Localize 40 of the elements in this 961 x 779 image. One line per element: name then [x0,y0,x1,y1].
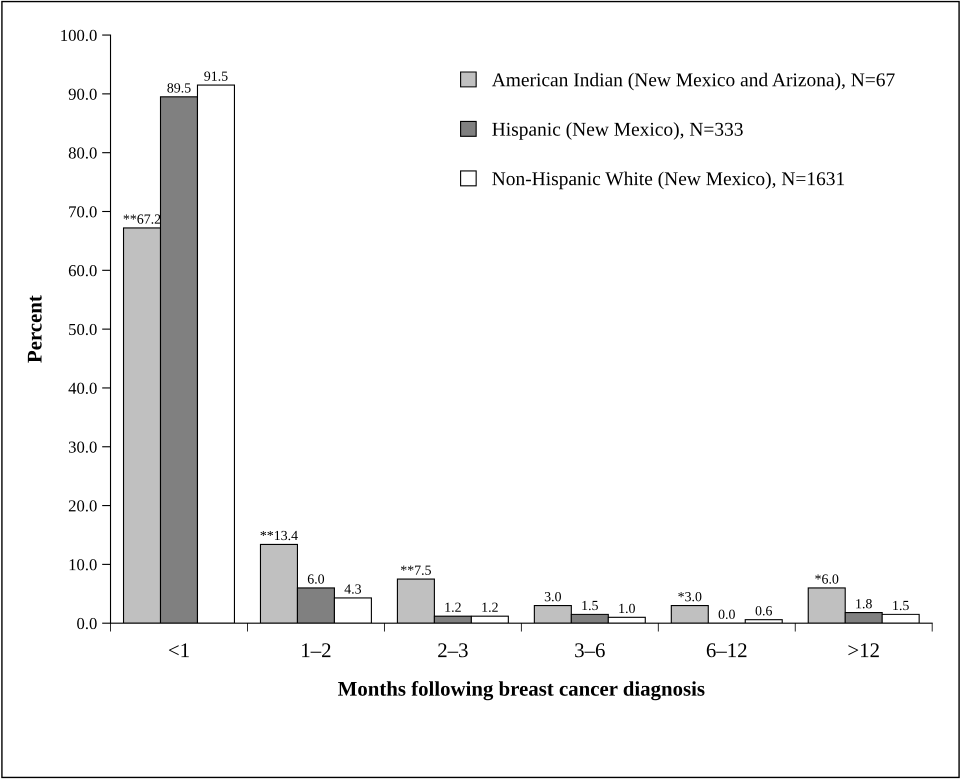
x-tick-label: 2–3 [438,643,468,658]
legend-label: Hispanic (New Mexico), N=333 [492,122,743,140]
y-tick-label: 50.0 [69,324,97,336]
x-tick-label: 1–2 [302,643,330,658]
data-label: 1.2 [445,602,461,612]
data-label: **13.4 [260,530,298,540]
x-axis-title: Months following breast cancer diagnosis [338,680,704,700]
y-tick-label: 10.0 [70,559,97,570]
y-tick-label: 0.0 [77,618,97,630]
data-label: 1.2 [482,602,498,612]
y-tick-label: 60.0 [68,265,97,276]
x-tick-label: >12 [848,643,879,658]
data-label: 1.0 [619,604,635,614]
data-label: 1.5 [893,600,909,610]
y-tick-label: 90.0 [68,88,97,100]
x-tick-label: 3–6 [575,643,605,658]
y-tick-label: 20.0 [68,500,97,512]
x-tick-label: 6–12 [706,643,746,658]
data-label: 1.5 [582,600,598,610]
legend-label: American Indian (New Mexico and Arizona), N=67 [492,72,895,90]
y-axis-title: Percent [28,295,42,363]
y-tick-label: 100.0 [61,30,97,42]
y-tick-label: 40.0 [68,382,97,394]
y-tick-label: 30.0 [68,441,97,453]
data-label: 6.0 [308,574,324,584]
legend-label: Non-Hispanic White (New Mexico), N=1631 [492,172,844,190]
data-label: *6.0 [815,574,838,584]
data-label: 91.5 [204,72,228,81]
x-tick-label: <1 [168,643,189,658]
data-label: **7.5 [400,566,431,575]
y-tick-label: 70.0 [69,206,97,218]
data-label: *3.0 [678,592,702,602]
y-tick-label: 80.0 [68,147,97,159]
data-label: 0.6 [756,606,772,616]
data-label: 89.5 [167,83,191,93]
data-label: 0.0 [718,610,735,620]
data-label: 1.8 [856,599,872,608]
data-label: 4.3 [344,584,362,594]
data-label: **67.2 [124,214,160,224]
data-label: 3.0 [544,592,561,602]
